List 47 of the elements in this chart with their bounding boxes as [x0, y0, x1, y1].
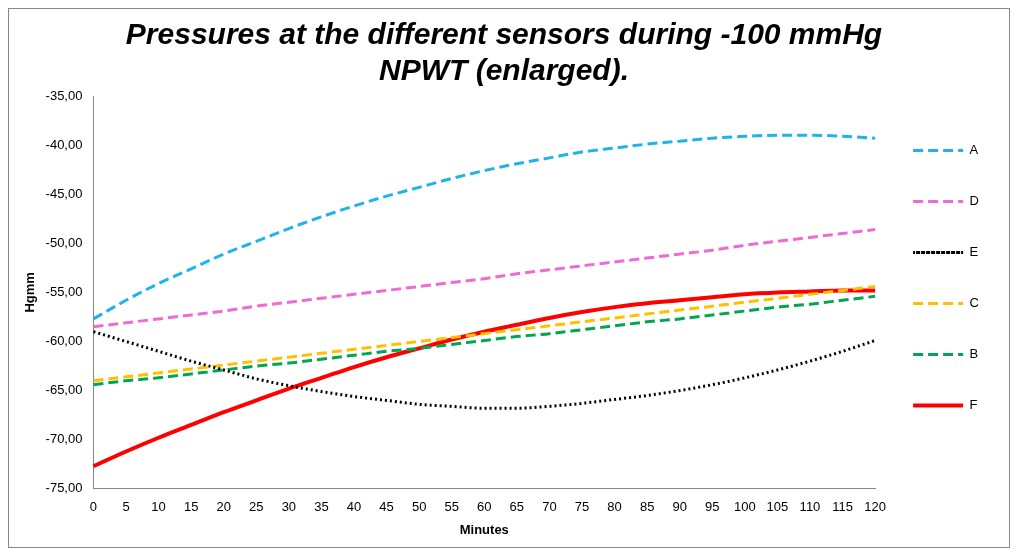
- x-tick-label: 60: [477, 499, 492, 515]
- legend-label: D: [969, 193, 979, 209]
- x-tick-label: 5: [122, 499, 130, 515]
- y-tick-label: -35,00: [45, 87, 83, 103]
- y-tick-label: -70,00: [45, 431, 83, 447]
- x-tick-label: 100: [733, 499, 756, 515]
- line-series: [91, 228, 877, 329]
- y-tick-label: -40,00: [45, 136, 83, 152]
- x-tick-label: 55: [444, 499, 459, 515]
- y-tick-label: -65,00: [45, 382, 83, 398]
- x-tick-label: 35: [314, 499, 329, 515]
- y-tick-label: -50,00: [45, 234, 83, 250]
- line-series: [91, 330, 877, 410]
- legend-label: F: [969, 397, 978, 413]
- x-tick-label: 0: [89, 499, 98, 515]
- legend-label: E: [969, 244, 979, 260]
- legend-label: A: [969, 142, 979, 158]
- line-series: [91, 133, 877, 321]
- y-tick-label: -60,00: [45, 333, 83, 349]
- y-tick-label: -55,00: [45, 283, 83, 299]
- x-tick-label: 80: [607, 499, 622, 515]
- x-tick-label: 10: [151, 499, 166, 515]
- legend-label: B: [969, 346, 979, 362]
- x-tick-label: 15: [183, 499, 199, 515]
- x-tick-label: 120: [864, 499, 886, 515]
- y-tick-label: -75,00: [45, 480, 83, 496]
- x-tick-label: 115: [832, 499, 853, 515]
- x-tick-label: 25: [249, 499, 264, 515]
- x-tick-label: 75: [574, 499, 590, 515]
- x-tick-label: 110: [799, 499, 821, 515]
- y-axis-title: Hgmm: [22, 272, 38, 313]
- y-tick-label: -45,00: [45, 185, 83, 201]
- x-tick-label: 105: [766, 499, 789, 515]
- x-tick-label: 30: [281, 499, 297, 515]
- x-tick-label: 85: [639, 499, 655, 515]
- chart-title: Pressures at the different sensors during -100 mmHg NPWT (enlarged).: [125, 17, 883, 87]
- x-tick-label: 90: [672, 499, 687, 515]
- x-tick-label: 70: [542, 499, 557, 515]
- x-tick-label: 20: [216, 499, 231, 515]
- x-tick-label: 95: [705, 499, 720, 515]
- x-axis-title: Minutes: [459, 521, 509, 537]
- x-tick-label: 45: [379, 499, 394, 515]
- x-tick-label: 50: [411, 499, 427, 515]
- line-series: [91, 288, 878, 469]
- x-tick-label: 40: [346, 499, 362, 515]
- legend-label: C: [969, 295, 979, 311]
- x-tick-label: 65: [509, 499, 525, 515]
